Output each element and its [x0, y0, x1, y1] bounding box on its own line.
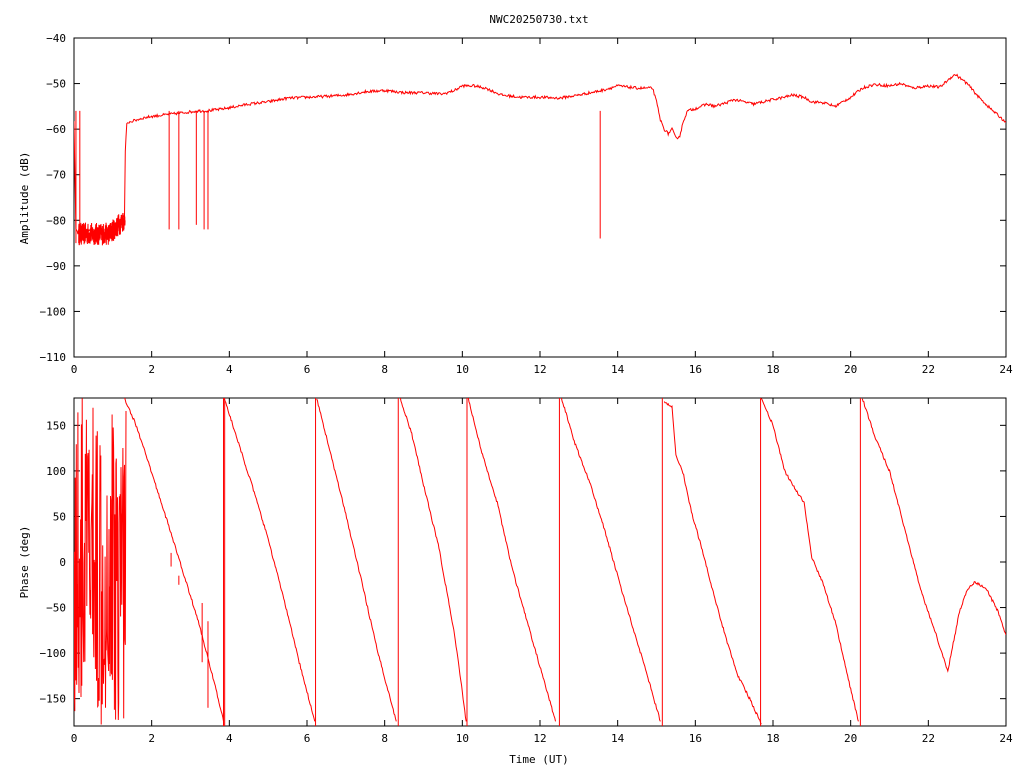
plot-frame	[73, 397, 1007, 727]
x-tick-label: 22	[922, 363, 935, 376]
x-tick-label: 4	[226, 363, 233, 376]
phase-segment	[223, 398, 316, 722]
x-tick-label: 18	[766, 732, 779, 745]
phase-segment	[124, 398, 224, 722]
phase-noise-trace	[74, 398, 127, 725]
x-tick-label: 10	[456, 732, 469, 745]
x-tick-label: 22	[922, 732, 935, 745]
x-tick-label: 16	[689, 732, 702, 745]
amplitude-axis-label: Amplitude (dB)	[18, 152, 31, 245]
time-axis-label: Time (UT)	[509, 753, 569, 766]
x-tick-label: 0	[71, 732, 78, 745]
y-tick-label: −100	[40, 647, 67, 660]
data-layer	[74, 398, 1006, 726]
phase-panel: 0 2 4 6 8 10 12 14 16 18 20 22 24150100500−50−100−15…	[40, 397, 1013, 745]
amplitude-panel: 0 2 4 6 8 10 12 14 16 18 20 22 24−40−50−60−70−80−90−…	[40, 32, 1013, 376]
y-tick-label: −110	[40, 351, 67, 364]
x-tick-label: 2	[148, 363, 155, 376]
x-tick-label: 8	[381, 363, 388, 376]
x-tick-label: 24	[999, 363, 1013, 376]
x-tick-label: 20	[844, 363, 857, 376]
phase-segment	[560, 398, 661, 722]
x-tick-label: 14	[611, 732, 625, 745]
y-tick-label: −80	[46, 214, 66, 227]
y-tick-label: −50	[46, 602, 66, 615]
amplitude-noise-trace	[78, 212, 126, 246]
x-tick-label: 24	[999, 732, 1013, 745]
y-tick-label: −70	[46, 169, 66, 182]
phase-segment	[467, 398, 556, 722]
y-tick-label: 50	[53, 510, 66, 523]
y-tick-label: −50	[46, 78, 66, 91]
x-tick-label: 4	[226, 732, 233, 745]
y-tick-label: −150	[40, 693, 67, 706]
plot-frame	[73, 37, 1007, 358]
x-tick-label: 2	[148, 732, 155, 745]
y-tick-label: 150	[46, 419, 66, 432]
data-layer	[74, 73, 1006, 246]
y-tick-label: −40	[46, 32, 66, 45]
x-tick-label: 12	[533, 732, 546, 745]
amplitude-trace	[74, 73, 1006, 240]
y-tick-label: −90	[46, 260, 66, 273]
y-tick-label: −60	[46, 123, 66, 136]
x-tick-label: 6	[304, 363, 311, 376]
x-tick-label: 8	[381, 732, 388, 745]
y-tick-label: 0	[59, 556, 66, 569]
x-tick-label: 20	[844, 732, 857, 745]
x-tick-label: 10	[456, 363, 469, 376]
phase-segment	[760, 398, 859, 722]
phase-segment	[399, 398, 467, 722]
phase-axis-label: Phase (deg)	[18, 526, 31, 599]
chart-title: NWC20250730.txt	[489, 13, 588, 26]
x-tick-label: 16	[689, 363, 702, 376]
phase-segment	[663, 401, 762, 725]
phase-segment	[861, 398, 1006, 673]
y-tick-label: 100	[46, 465, 66, 478]
y-tick-label: −100	[40, 305, 67, 318]
x-tick-label: 14	[611, 363, 625, 376]
x-tick-label: 18	[766, 363, 779, 376]
x-tick-label: 6	[304, 732, 311, 745]
phase-segment	[316, 398, 397, 722]
x-tick-label: 12	[533, 363, 546, 376]
x-tick-label: 0	[71, 363, 78, 376]
